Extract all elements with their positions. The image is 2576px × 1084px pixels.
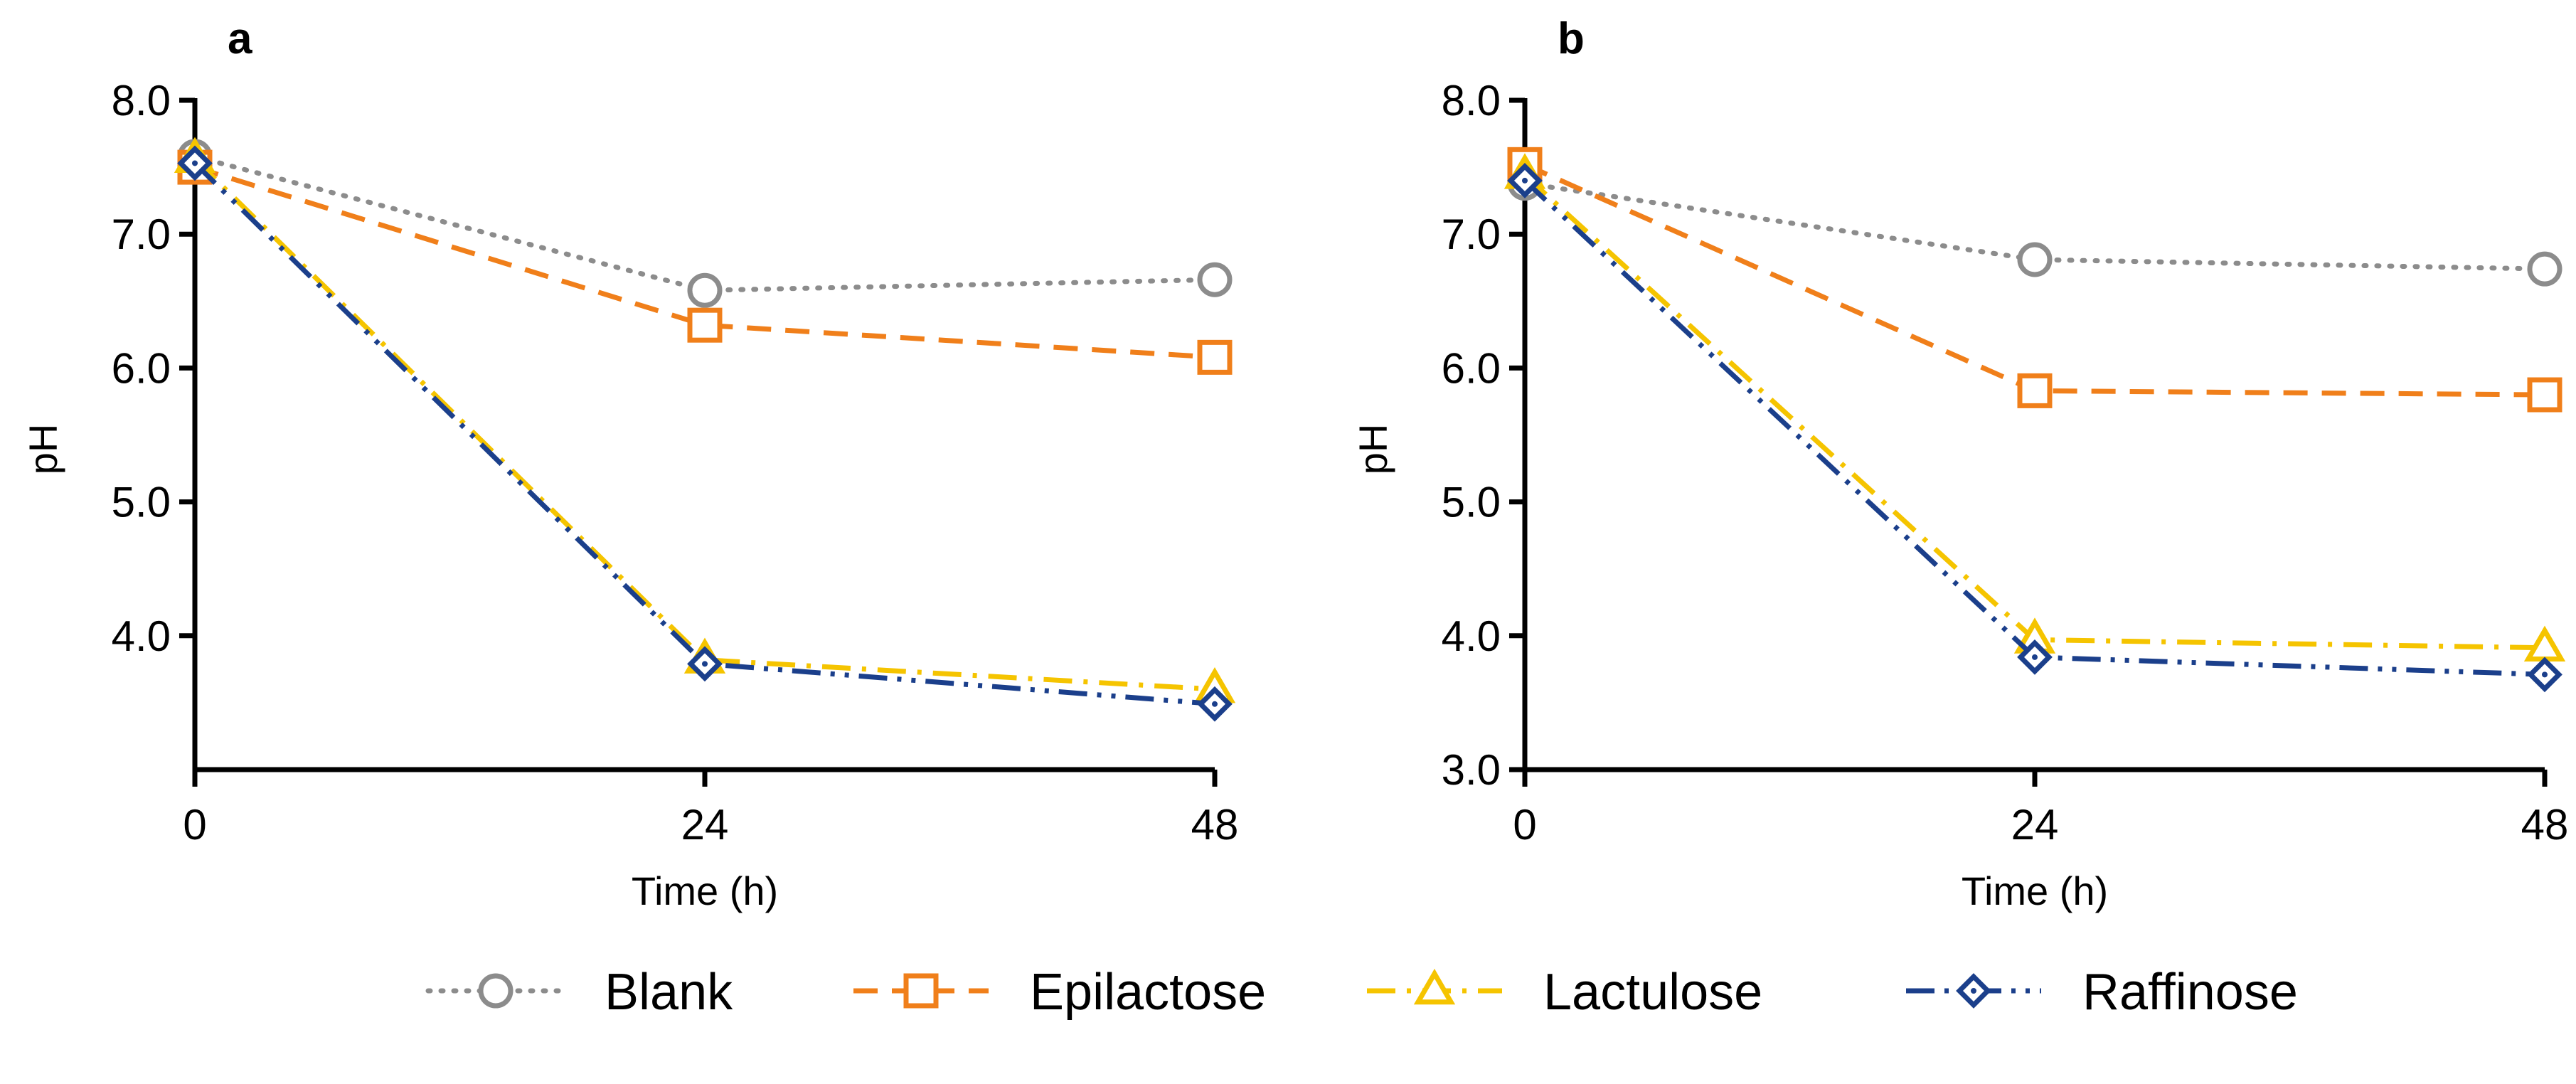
x-tick-label: 0 <box>1513 801 1536 849</box>
data-point-raffinose <box>2017 639 2053 675</box>
data-point-blank <box>2017 242 2053 277</box>
data-point-raffinose-dot <box>2032 654 2038 660</box>
x-tick-label: 0 <box>183 801 206 849</box>
y-tick-label: 5.0 <box>1442 479 1501 526</box>
series-raffinose <box>1507 163 2562 693</box>
data-point-epilactose <box>2527 377 2562 413</box>
data-point-raffinose <box>1197 686 1233 722</box>
x-axis-label: Time (h) <box>632 868 778 913</box>
legend-label-epilactose: Epilactose <box>1030 964 1266 1021</box>
panel-letter: a <box>228 14 252 63</box>
data-point-epilactose <box>687 307 723 343</box>
data-point-lactulose <box>2523 625 2566 661</box>
data-point-blank <box>2527 251 2562 287</box>
y-tick-label: 8.0 <box>112 77 171 124</box>
legend-label-blank: Blank <box>605 964 733 1021</box>
legend-marker-raffinose-dot <box>1971 988 1976 994</box>
data-point-blank <box>1197 262 1233 297</box>
data-point-raffinose-dot <box>1212 701 1218 707</box>
data-point-raffinose-dot <box>192 160 198 166</box>
chart-panel-b: b 3.0 4.0 5.0 6.0 7.0 8.0 0 24 48 Time (h) pH <box>1351 14 2568 913</box>
legend-marker-raffinose <box>1956 973 1991 1009</box>
y-tick-label: 8.0 <box>1442 77 1501 124</box>
data-point-raffinose-dot <box>2542 671 2548 678</box>
series-line-epilactose <box>1523 162 2545 398</box>
legend-item-blank: Blank <box>425 964 733 1021</box>
legend-marker-blank <box>478 973 513 1009</box>
series-line-lactulose <box>193 157 1215 692</box>
data-point-raffinose <box>177 145 213 181</box>
data-point-raffinose-dot <box>1522 177 1528 184</box>
legend-label-lactulose: Lactulose <box>1543 964 1762 1021</box>
y-tick-label: 7.0 <box>1442 211 1501 258</box>
data-point-blank <box>687 272 723 308</box>
series-blank <box>177 139 1233 308</box>
series-epilactose <box>177 149 1233 375</box>
chart-legend: Blank Epilactose Lactulose Raffinose <box>425 964 2298 1021</box>
y-axis-label: pH <box>1351 424 1395 475</box>
series-epilactose <box>1507 147 2562 413</box>
x-axis-label: Time (h) <box>1962 868 2108 913</box>
y-tick-label: 7.0 <box>112 211 171 258</box>
data-point-raffinose <box>1507 163 1543 198</box>
x-tick-label: 48 <box>2521 801 2569 849</box>
y-tick-label: 6.0 <box>112 344 171 392</box>
y-tick-label: 4.0 <box>112 612 171 660</box>
y-tick-label: 4.0 <box>1442 612 1501 660</box>
legend-marker-epilactose <box>903 973 939 1009</box>
legend-item-raffinose: Raffinose <box>1906 964 2298 1021</box>
series-line-raffinose <box>193 161 1215 707</box>
y-tick-label: 5.0 <box>112 479 171 526</box>
legend-label-raffinose: Raffinose <box>2082 964 2298 1021</box>
series-raffinose <box>177 145 1233 722</box>
series-lactulose <box>174 137 1236 703</box>
legend-item-epilactose: Epilactose <box>853 964 1266 1021</box>
x-tick-label: 48 <box>1191 801 1239 849</box>
series-lactulose <box>1503 153 2566 661</box>
data-point-epilactose <box>2017 373 2053 408</box>
data-point-raffinose <box>2527 657 2562 693</box>
panel-letter: b <box>1558 14 1585 63</box>
data-point-raffinose-dot <box>702 661 708 667</box>
legend-marker-lactulose <box>1413 968 1456 1005</box>
data-point-epilactose <box>1197 339 1233 375</box>
chart-panel-a: a 4.0 5.0 6.0 7.0 8.0 0 24 48 Time (h) pH <box>21 14 1238 913</box>
y-tick-label: 6.0 <box>1442 344 1501 392</box>
series-line-blank <box>192 154 1218 293</box>
legend-item-lactulose: Lactulose <box>1367 964 1762 1021</box>
data-point-raffinose <box>687 646 723 682</box>
y-axis-label: pH <box>21 424 65 475</box>
x-tick-label: 24 <box>2011 801 2059 849</box>
y-tick-label: 3.0 <box>1442 746 1501 794</box>
x-tick-label: 24 <box>681 801 729 849</box>
